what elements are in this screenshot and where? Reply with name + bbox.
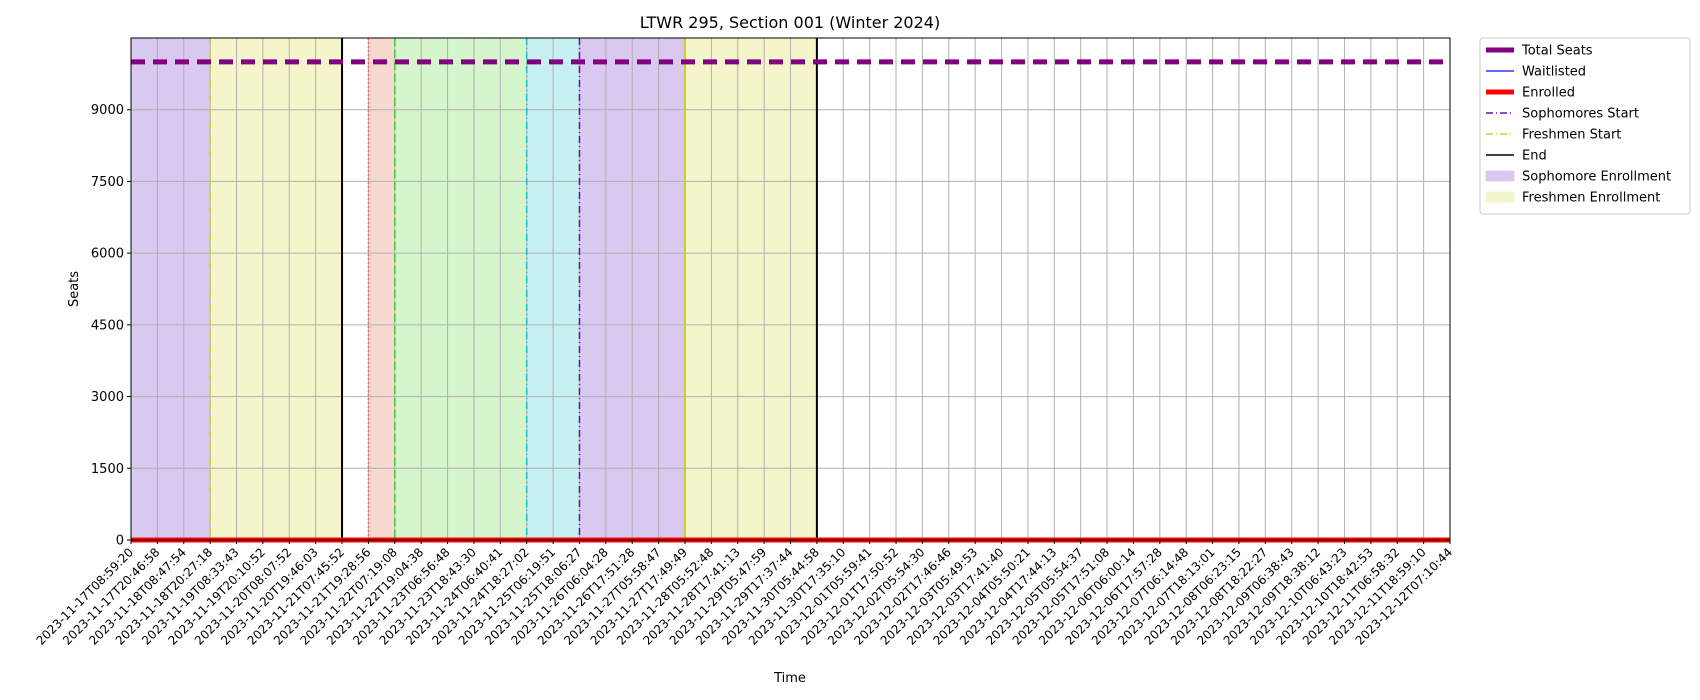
chart-title: LTWR 295, Section 001 (Winter 2024) — [640, 13, 940, 32]
period-markers — [209, 38, 818, 540]
legend-label: Sophomore Enrollment — [1522, 170, 1671, 185]
legend-swatch — [1485, 170, 1515, 182]
band-3 — [394, 38, 527, 540]
legend-label: Freshmen Enrollment — [1522, 191, 1660, 206]
y-axis-label: Seats — [67, 271, 82, 307]
band-0 — [131, 38, 211, 540]
band-2 — [368, 38, 395, 540]
legend-label: End — [1522, 149, 1547, 164]
legend-label: Sophomores Start — [1522, 107, 1639, 122]
legend-swatch — [1485, 191, 1515, 203]
band-1 — [210, 38, 343, 540]
y-tick-label: 4500 — [91, 318, 124, 333]
legend: Total Seats Waitlisted Enrolled Sophomores … — [1479, 37, 1691, 215]
legend-label: Waitlisted — [1522, 65, 1586, 80]
x-axis-label: Time — [773, 671, 806, 686]
grid-lines — [130, 38, 1451, 541]
legend-label: Total Seats — [1521, 44, 1593, 59]
y-axis-ticks: 0 1500 3000 4500 6000 7500 9000 — [91, 103, 131, 549]
y-tick-label: 7500 — [91, 175, 124, 190]
y-tick-label: 0 — [116, 534, 124, 549]
band-6 — [684, 38, 817, 540]
y-tick-label: 6000 — [91, 247, 124, 262]
x-axis-ticks: 2023-11-17T08:59:202023-11-17T20:46:5820… — [34, 540, 1455, 648]
y-tick-label: 1500 — [91, 462, 124, 477]
legend-label: Enrolled — [1522, 86, 1575, 101]
y-tick-label: 9000 — [91, 103, 124, 118]
legend-label: Freshmen Start — [1522, 128, 1621, 143]
y-tick-label: 3000 — [91, 390, 124, 405]
legend-box — [1479, 37, 1691, 215]
